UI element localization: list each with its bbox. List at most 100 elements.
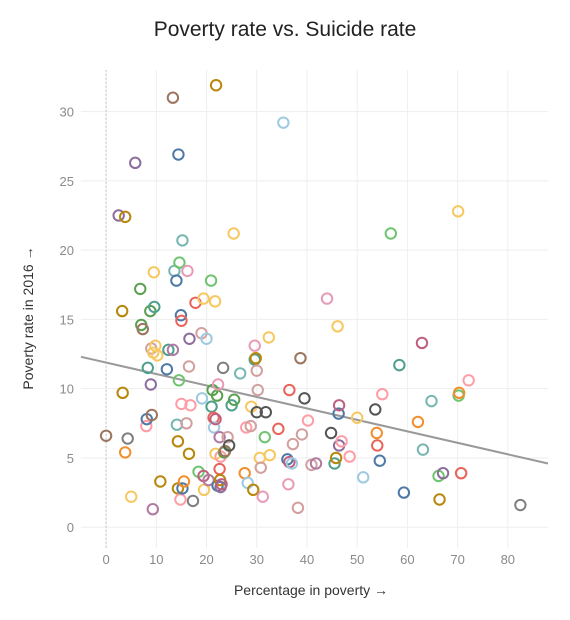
scatter-point[interactable] — [250, 406, 263, 419]
scatter-point[interactable] — [202, 473, 215, 487]
scatter-point[interactable] — [369, 403, 382, 416]
scatter-point[interactable] — [272, 422, 285, 436]
scatter-point[interactable] — [136, 322, 149, 336]
scatter-point[interactable] — [324, 426, 338, 440]
scatter-point[interactable] — [171, 435, 185, 448]
scatter-point[interactable] — [335, 435, 348, 448]
scatter-point[interactable] — [332, 407, 345, 420]
scatter-point[interactable] — [162, 343, 175, 357]
scatter-point[interactable] — [160, 363, 174, 376]
scatter-point[interactable] — [183, 332, 196, 345]
scatter-point[interactable] — [121, 432, 134, 445]
scatter-point[interactable] — [393, 358, 406, 372]
scatter-point[interactable] — [209, 79, 223, 92]
scatter-point[interactable] — [282, 478, 295, 491]
scatter-point[interactable] — [376, 388, 389, 401]
scatter-point[interactable] — [175, 314, 188, 327]
scatter-point[interactable] — [116, 386, 129, 400]
scatter-point[interactable] — [331, 320, 344, 333]
scatter-point[interactable] — [145, 408, 159, 422]
scatter-point[interactable] — [173, 256, 186, 269]
scatter-point[interactable] — [462, 374, 475, 387]
scatter-point[interactable] — [384, 227, 398, 240]
scatter-point[interactable] — [118, 210, 132, 224]
scatter-point[interactable] — [294, 351, 307, 365]
scatter-point[interactable] — [99, 429, 113, 442]
scatter-point[interactable] — [262, 331, 276, 344]
scatter-point[interactable] — [221, 430, 234, 444]
scatter-point[interactable] — [175, 397, 188, 411]
scatter-point[interactable] — [283, 383, 296, 397]
scatter-point[interactable] — [134, 282, 147, 296]
scatter-point[interactable] — [259, 406, 272, 419]
scatter-point[interactable] — [416, 443, 430, 456]
scatter-point[interactable] — [436, 466, 450, 480]
scatter-point[interactable] — [256, 490, 269, 503]
scatter-point[interactable] — [250, 364, 263, 377]
scatter-point[interactable] — [154, 475, 167, 488]
scatter-point[interactable] — [172, 374, 186, 387]
scatter-point[interactable] — [397, 486, 411, 499]
scatter-point[interactable] — [208, 295, 222, 308]
scatter-point[interactable] — [172, 148, 185, 161]
scatter-point[interactable] — [204, 274, 218, 287]
scatter-point[interactable] — [286, 437, 300, 451]
scatter-point[interactable] — [329, 451, 343, 465]
scatter-point[interactable] — [146, 503, 160, 516]
scatter-point[interactable] — [248, 339, 261, 352]
scatter-point[interactable] — [222, 439, 236, 452]
scatter-point[interactable] — [415, 336, 429, 350]
scatter-point[interactable] — [215, 478, 228, 491]
scatter-point[interactable] — [411, 415, 425, 429]
scatter-point[interactable] — [350, 411, 364, 424]
scatter-point[interactable] — [216, 361, 230, 375]
scatter-point[interactable] — [249, 351, 262, 365]
scatter-point[interactable] — [247, 483, 260, 497]
scatter-point[interactable] — [371, 439, 384, 452]
scatter-point[interactable] — [197, 292, 210, 305]
scatter-point[interactable] — [370, 426, 383, 440]
scatter-point[interactable] — [197, 483, 211, 497]
scatter-point[interactable] — [211, 378, 225, 391]
scatter-point[interactable] — [328, 457, 341, 470]
scatter-point[interactable] — [151, 349, 164, 362]
scatter-point[interactable] — [425, 394, 438, 408]
scatter-point[interactable] — [209, 412, 222, 426]
scatter-point[interactable] — [285, 457, 299, 470]
scatter-point[interactable] — [227, 393, 241, 406]
scatter-point[interactable] — [291, 501, 305, 515]
scatter-point[interactable] — [451, 205, 465, 218]
scatter-point[interactable] — [182, 360, 196, 373]
scatter-point[interactable] — [166, 91, 180, 104]
scatter-point[interactable] — [241, 476, 254, 490]
scatter-point[interactable] — [177, 475, 191, 488]
scatter-point[interactable] — [452, 386, 466, 400]
scatter-point[interactable] — [112, 209, 125, 222]
scatter-point[interactable] — [180, 417, 193, 430]
scatter-point[interactable] — [118, 446, 132, 459]
scatter-point[interactable] — [258, 430, 271, 444]
scatter-point[interactable] — [207, 421, 221, 434]
scatter-point[interactable] — [309, 457, 323, 470]
scatter-point[interactable] — [166, 343, 180, 357]
scatter-point[interactable] — [125, 490, 138, 503]
scatter-point[interactable] — [182, 447, 196, 460]
scatter-point[interactable] — [433, 493, 446, 506]
scatter-point[interactable] — [320, 292, 334, 305]
scatter-point[interactable] — [213, 430, 226, 444]
scatter-point[interactable] — [301, 414, 315, 427]
scatter-point[interactable] — [147, 266, 161, 279]
scatter-point[interactable] — [233, 367, 247, 380]
scatter-point[interactable] — [186, 494, 200, 508]
scatter-point[interactable] — [295, 428, 309, 441]
scatter-point[interactable] — [144, 378, 157, 391]
scatter-point[interactable] — [140, 419, 153, 433]
scatter-point[interactable] — [148, 300, 161, 314]
scatter-point[interactable] — [251, 383, 264, 397]
scatter-point[interactable] — [213, 462, 226, 476]
scatter-point[interactable] — [195, 392, 209, 405]
scatter-point[interactable] — [176, 234, 189, 247]
scatter-point[interactable] — [277, 116, 290, 129]
scatter-point[interactable] — [174, 493, 187, 506]
scatter-point[interactable] — [454, 466, 468, 480]
